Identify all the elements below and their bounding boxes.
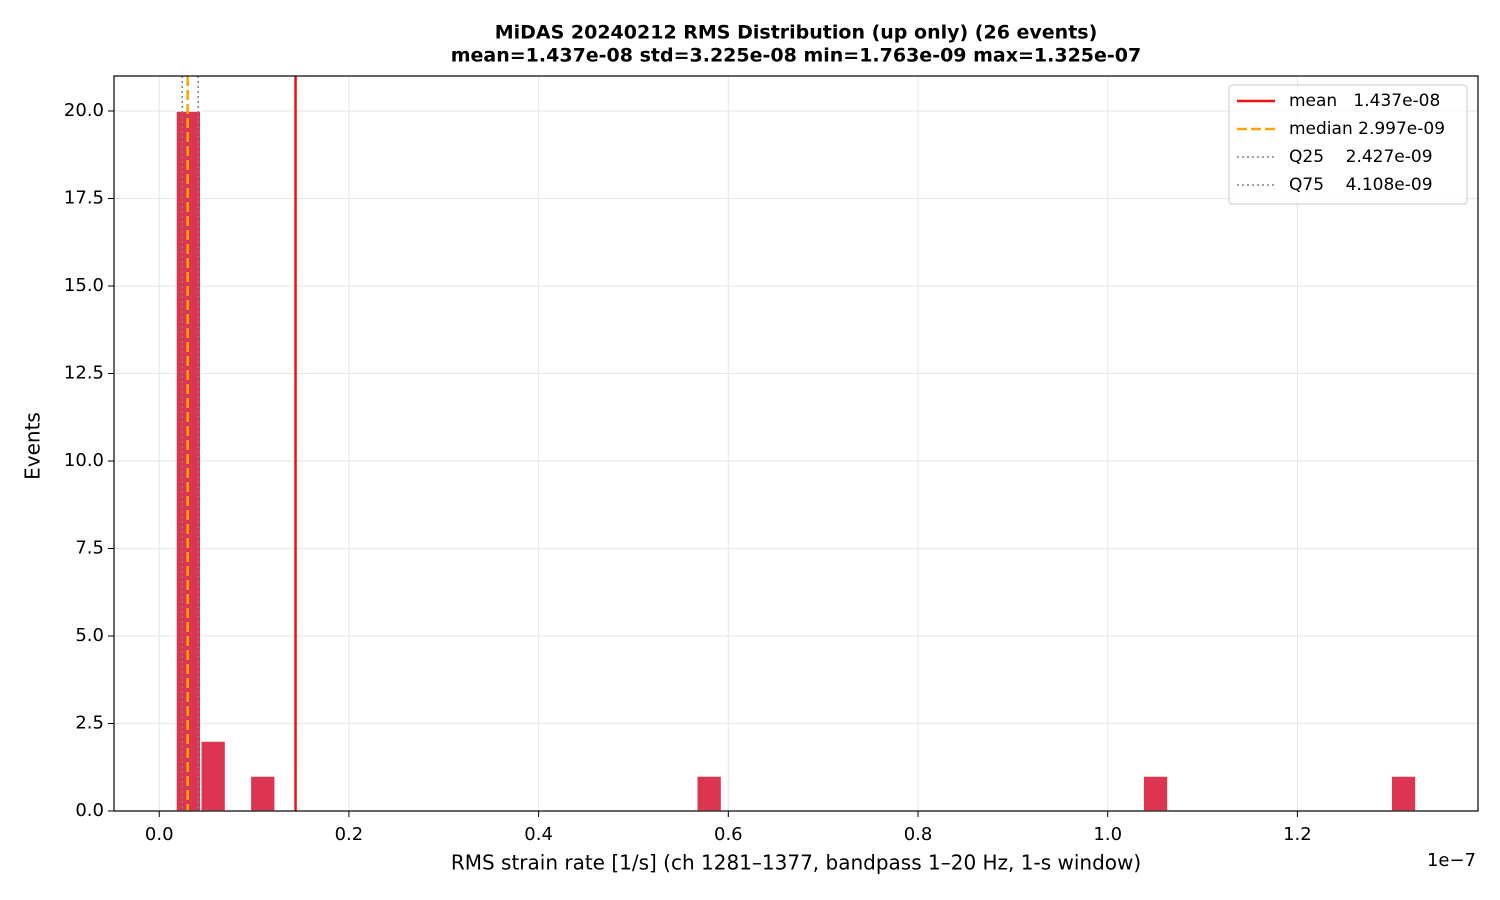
legend-label: mean 1.437e-08: [1289, 91, 1440, 111]
x-offset-label: 1e−7: [1427, 850, 1476, 871]
bar: [696, 775, 723, 812]
bar: [1390, 775, 1417, 812]
y-tick-label: 2.5: [75, 713, 104, 734]
x-tick-label: 0.4: [524, 824, 553, 845]
y-tick-label: 0.0: [75, 800, 104, 821]
legend-label: Q25 2.427e-09: [1289, 147, 1433, 167]
x-axis-label: RMS strain rate [1/s] (ch 1281–1377, ban…: [451, 851, 1141, 875]
y-tick-label: 5.0: [75, 625, 104, 646]
x-tick-label: 0.2: [335, 824, 364, 845]
y-tick-label: 10.0: [64, 450, 104, 471]
bar: [249, 775, 276, 812]
y-tick-label: 20.0: [64, 100, 104, 121]
y-tick-label: 12.5: [64, 363, 104, 384]
plot-frame: [113, 75, 1479, 812]
legend: mean 1.437e-08 median 2.997e-09 Q25 2.427e…: [1228, 84, 1468, 205]
legend-label: median 2.997e-09: [1289, 119, 1445, 139]
x-tick-label: 0.8: [904, 824, 933, 845]
x-tick-label: 0.0: [145, 824, 174, 845]
y-axis-label: Events: [21, 412, 45, 480]
chart-title: MiDAS 20240212 RMS Distribution (up only…: [495, 22, 1098, 44]
legend-box: [1228, 84, 1468, 205]
legend-label: Q75 4.108e-09: [1289, 175, 1433, 195]
x-tick-label: 1.2: [1283, 824, 1312, 845]
y-tick-label: 7.5: [75, 538, 104, 559]
x-tick-label: 1.0: [1093, 824, 1122, 845]
x-tick-label: 0.6: [714, 824, 743, 845]
chart-subtitle: mean=1.437e-08 std=3.225e-08 min=1.763e-…: [451, 45, 1142, 67]
y-tick-label: 17.5: [64, 188, 104, 209]
bar: [200, 740, 227, 812]
y-tick-label: 15.0: [64, 275, 104, 296]
grid: [114, 76, 1478, 812]
bar: [1142, 775, 1169, 812]
